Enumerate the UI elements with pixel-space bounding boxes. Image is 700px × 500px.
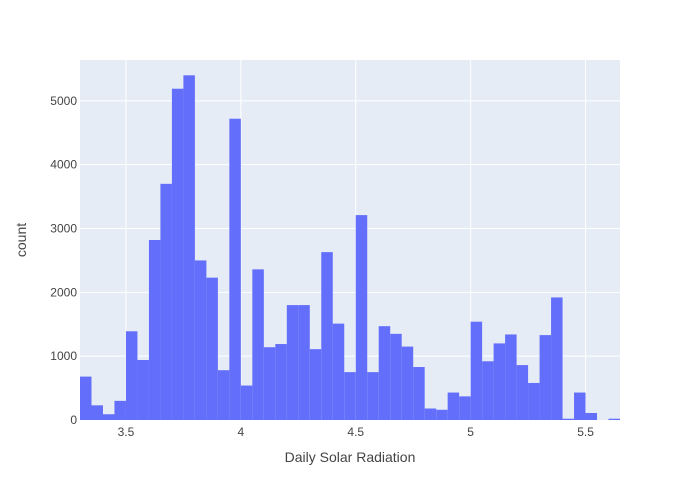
histogram-bar	[574, 392, 586, 420]
histogram-bar	[401, 346, 414, 420]
histogram-bar	[137, 360, 149, 420]
histogram-bar	[551, 297, 563, 420]
histogram-bar	[562, 418, 575, 420]
y-tick-label: 1000	[50, 349, 77, 363]
histogram-bar	[424, 408, 437, 420]
histogram-bar	[240, 385, 253, 420]
y-tick-label: 0	[70, 413, 77, 427]
histogram-bar	[194, 260, 207, 420]
histogram-bar	[413, 367, 425, 420]
histogram-bar	[321, 252, 333, 420]
histogram-bar	[286, 305, 299, 420]
histogram-bar	[252, 269, 264, 420]
y-axis-title: count	[13, 223, 29, 257]
histogram-bar	[80, 376, 92, 420]
x-axis-title: Daily Solar Radiation	[285, 449, 416, 465]
histogram-bar	[539, 335, 552, 420]
histogram-bar	[516, 365, 529, 420]
histogram-bar	[229, 118, 241, 421]
histogram-bar	[309, 349, 322, 420]
histogram-bar	[114, 400, 126, 420]
histogram-bar	[585, 412, 598, 420]
x-tick-label: 5.5	[577, 425, 594, 439]
histogram-bar	[436, 409, 448, 420]
histogram-bar	[183, 75, 195, 420]
x-tick-labels: 3.5 4 4.5 5 5.5	[118, 425, 595, 439]
x-tick-label: 5	[467, 425, 474, 439]
histogram-bar	[528, 382, 540, 420]
histogram-bar	[470, 321, 483, 420]
histogram-bar	[275, 344, 287, 420]
histogram-bar	[505, 334, 517, 420]
histogram-bar	[390, 333, 402, 420]
histogram-bar	[367, 372, 379, 420]
histogram-bar	[608, 418, 620, 420]
histogram-bar	[102, 414, 115, 420]
x-tick-label: 4	[238, 425, 245, 439]
histogram-bar	[125, 331, 138, 420]
histogram-bar	[171, 88, 184, 421]
histogram-bar	[263, 347, 276, 420]
x-tick-label: 3.5	[118, 425, 135, 439]
histogram-bar	[378, 326, 391, 420]
y-tick-label: 4000	[50, 158, 77, 172]
y-tick-label: 5000	[50, 94, 77, 108]
histogram-bar	[493, 343, 506, 420]
y-tick-label: 3000	[50, 222, 77, 236]
histogram-bar	[344, 372, 356, 420]
histogram-bar	[332, 323, 345, 420]
y-tick-label: 2000	[50, 285, 77, 299]
histogram-bar	[298, 305, 310, 420]
histogram-bar	[206, 277, 218, 420]
histogram-bar	[148, 240, 161, 420]
histogram-bar	[459, 396, 471, 420]
histogram-bar	[482, 361, 494, 420]
x-tick-label: 4.5	[347, 425, 364, 439]
bars	[80, 75, 620, 421]
y-tick-labels: 0 1000 2000 3000 4000 5000	[50, 94, 77, 427]
histogram-bar	[160, 183, 172, 420]
histogram-bar	[447, 392, 460, 420]
histogram-bar	[355, 215, 368, 420]
histogram-bar	[217, 370, 230, 420]
histogram-bar	[91, 405, 103, 420]
